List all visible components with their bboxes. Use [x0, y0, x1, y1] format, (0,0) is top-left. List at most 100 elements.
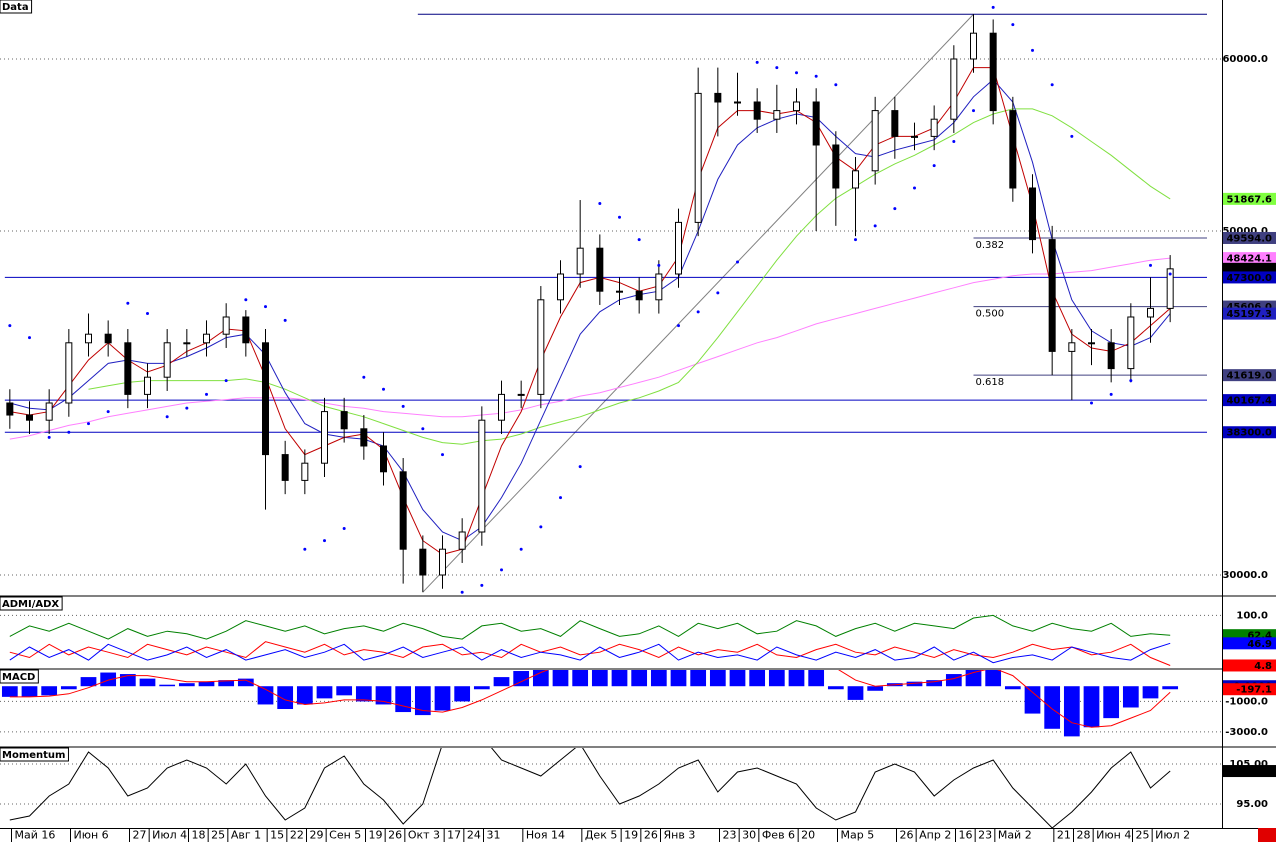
x-tick-label: Ноя 14: [526, 829, 565, 842]
sar-dot: [991, 5, 995, 9]
x-tick-label: Янв 3: [664, 829, 696, 842]
panel-title: Momentum: [2, 750, 65, 761]
price-tag: [1223, 765, 1276, 778]
y-tick-label: 95.00: [1236, 799, 1268, 810]
histogram-bar: [1142, 686, 1159, 699]
candle-body: [262, 342, 269, 456]
sar-dot: [401, 404, 405, 408]
sar-dot: [519, 547, 523, 551]
histogram-bar: [1122, 686, 1139, 708]
x-tick-label: Окт 3: [408, 829, 440, 842]
candle-body: [1127, 316, 1135, 370]
sar-dot: [1109, 392, 1113, 396]
x-tick-label: Мар 5: [841, 829, 875, 842]
panel-title: ADMI/ADX: [2, 599, 59, 610]
price-tag-label: 49594.0: [1226, 233, 1272, 244]
x-tick-label: 29: [310, 829, 324, 842]
sar-dot: [559, 496, 562, 500]
candle-body: [773, 110, 781, 120]
histogram-bar: [985, 670, 1002, 687]
sar-dot: [696, 310, 700, 314]
candle-body: [1009, 110, 1017, 189]
x-tick-label: 26: [900, 829, 914, 842]
price-tag-label: 48424.1: [1226, 254, 1272, 265]
candle-body: [478, 419, 486, 533]
candle-body: [970, 32, 977, 60]
sar-dot: [185, 406, 189, 410]
fib-label: 0.500: [976, 309, 1005, 320]
corner-button[interactable]: [1258, 828, 1276, 842]
sar-dot: [1129, 379, 1133, 383]
indicator-line: [9, 614, 1171, 640]
histogram-bar: [867, 686, 884, 691]
histogram-bar: [1044, 686, 1061, 729]
candle-body: [557, 273, 564, 301]
sar-dot: [1168, 272, 1172, 276]
sar-dot: [165, 415, 169, 419]
x-tick-label: 30: [742, 829, 756, 842]
indicator-line: [9, 748, 1171, 828]
candle-body: [203, 333, 210, 344]
x-tick-label: Июн 4: [1096, 829, 1131, 842]
x-tick-label: 26: [388, 829, 402, 842]
candle-body: [694, 92, 702, 223]
histogram-bar: [729, 670, 746, 687]
x-tick-label: 18: [192, 829, 206, 842]
histogram-bar: [847, 686, 864, 700]
sar-dot: [775, 66, 779, 70]
sar-dot: [87, 422, 90, 426]
sar-dot: [421, 427, 425, 431]
sar-dot: [323, 539, 326, 543]
histogram-bar: [513, 671, 530, 687]
fib-label: 0.382: [976, 240, 1005, 251]
histogram-bar: [395, 686, 412, 713]
y-tick-label: -1000.0: [1225, 696, 1268, 707]
candle-body: [537, 299, 545, 395]
sar-dot: [67, 430, 71, 434]
x-tick-label: Сен 5: [329, 829, 361, 842]
histogram-bar: [218, 680, 235, 687]
x-tick-label: Май 16: [15, 829, 56, 842]
sar-dot: [500, 568, 503, 572]
price-tag-label: 62.4: [1247, 631, 1272, 642]
candle-body: [360, 428, 368, 447]
candle-body: [26, 414, 33, 421]
candle-body: [1107, 342, 1115, 370]
sar-dot: [873, 224, 877, 228]
candle-body: [616, 290, 623, 293]
candle-body: [1029, 187, 1036, 241]
sar-dot: [146, 312, 149, 316]
x-tick-label: Июн 6: [74, 829, 109, 842]
price-tag-label: 51867.6: [1226, 194, 1272, 205]
sar-dot: [106, 410, 110, 414]
y-tick-label: 30000.0: [1222, 570, 1268, 581]
histogram-bar: [591, 670, 608, 687]
sar-dot: [126, 301, 130, 305]
x-tick-label: Апр 2: [919, 829, 951, 842]
price-tag: [1223, 426, 1276, 439]
sar-dot: [224, 379, 228, 383]
sar-dot: [28, 336, 31, 340]
histogram-bar: [690, 670, 707, 687]
candle-body: [950, 58, 958, 120]
x-tick-label: 27: [133, 829, 147, 842]
sar-dot: [657, 263, 661, 267]
moving-average: [9, 257, 1171, 440]
sar-dot: [244, 298, 248, 302]
sar-dot: [834, 83, 838, 87]
candle-body: [517, 393, 525, 396]
price-tag-label: 103.24: [1233, 767, 1272, 778]
histogram-bar: [473, 686, 490, 690]
x-tick-label: 26: [644, 829, 658, 842]
x-tick-label: 24: [467, 829, 481, 842]
x-tick-label: 23: [978, 829, 992, 842]
histogram-bar: [611, 670, 628, 687]
candle-body: [144, 376, 151, 395]
candle-body: [242, 316, 250, 344]
sar-dot: [8, 324, 12, 328]
sar-dot: [539, 525, 543, 529]
histogram-bar: [277, 686, 294, 710]
candle-body: [891, 110, 899, 137]
histogram-bar: [768, 670, 785, 687]
x-tick-label: 17: [447, 829, 461, 842]
